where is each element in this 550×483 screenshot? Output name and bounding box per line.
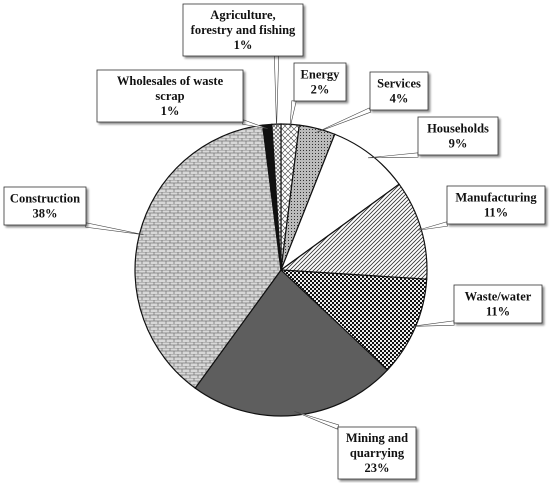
pie-slice-mining [194,269,389,417]
label-text-wastewater-0: Waste/water [465,290,532,304]
label-text-wastewater-1: 11% [486,305,510,319]
label-text-agriculture-2: 1% [234,38,253,52]
leader-line-manufacturing [417,221,448,231]
label-text-mining-2: 23% [365,461,390,475]
label-text-mining-0: Mining and [346,431,408,445]
label-box-agriculture [182,3,304,57]
label-box-mining [337,426,417,480]
label-text-construction-1: 38% [33,207,58,221]
label-text-households-1: 9% [449,137,468,151]
label-box-wastewater [453,284,543,324]
label-text-households-0: Households [427,122,489,136]
label-text-mining-1: quarrying [350,446,405,460]
leader-line-mining [294,411,340,430]
leader-line-households [368,152,419,159]
label-text-agriculture-0: Agriculture, [210,8,275,22]
label-box-energy [293,62,347,102]
label-box-wholesales [96,69,244,123]
label-box-manufacturing [446,185,546,225]
label-box-construction [3,186,87,226]
pie-slice-wastewater [279,269,428,371]
pie-slice-households [279,133,400,272]
leader-line-construction [85,222,144,235]
leader-line-agriculture [274,55,280,129]
label-text-wholesales-2: 1% [161,104,180,118]
label-box-services [369,71,429,111]
label-text-services-1: 4% [390,92,409,106]
label-text-construction-0: Construction [10,192,80,206]
label-text-agriculture-1: forestry and fishing [191,23,296,37]
label-box-households [417,116,499,156]
label-text-wholesales-0: Wholesales of waste [117,74,224,88]
label-text-manufacturing-0: Manufacturing [455,191,537,205]
label-text-manufacturing-1: 11% [484,206,508,220]
label-text-services-0: Services [377,77,421,91]
label-text-energy-1: 2% [311,83,330,97]
label-text-energy-0: Energy [301,68,341,82]
label-text-wholesales-1: scrap [155,89,184,103]
leader-line-services [316,107,372,133]
